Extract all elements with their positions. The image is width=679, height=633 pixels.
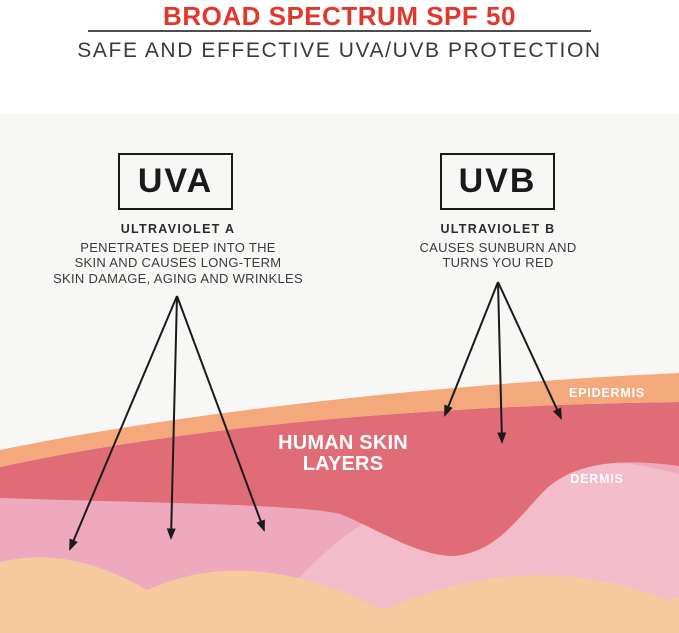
uvb-heading: ULTRAVIOLET B [440,222,556,236]
uvb-ray-left-arrow [444,281,499,417]
human-skin-layers-line: HUMAN SKIN [278,432,408,454]
uva-rays [69,295,265,551]
page-title: BROAD SPECTRUM SPF 50 [163,1,516,31]
uvb-description-line: TURNS YOU RED [442,255,554,270]
uva-description: ULTRAVIOLET A PENETRATES DEEP INTO THE S… [28,222,328,286]
human-skin-layers-line: LAYERS [302,453,384,475]
uva-description-line: PENETRATES DEEP INTO THE [80,239,276,255]
uvb-box-label: UVB [458,162,537,200]
uva-ray-right-arrow [176,295,265,532]
uva-box: UVA [118,153,233,210]
uva-ray-middle-arrow [166,295,178,540]
human-skin-layers-label: HUMAN SKIN LAYERS [243,433,443,475]
page-subtitle: SAFE AND EFFECTIVE UVA/UVB PROTECTION [77,39,602,62]
uva-heading: ULTRAVIOLET A [120,222,236,236]
uva-description-line: SKIN AND CAUSES LONG-TERM [74,255,282,270]
title-divider-line [88,30,591,32]
uva-box-label: UVA [137,162,214,200]
uvb-ray-right-arrow [497,281,562,420]
uvb-ray-middle-arrow [497,281,507,444]
epidermis-peach-layer [0,373,679,467]
uvb-description-line: CAUSES SUNBURN AND [419,239,577,255]
uvb-description: ULTRAVIOLET B CAUSES SUNBURN AND TURNS Y… [348,222,648,271]
dermis-label: DERMIS [570,472,624,486]
uvb-rays [444,281,562,444]
uva-description-line: SKIN DAMAGE, AGING AND WRINKLES [53,270,303,286]
uvb-box: UVB [440,153,555,210]
dermis-rose-layer [0,402,679,557]
epidermis-label: EPIDERMIS [569,386,645,400]
subcutis-fat-layer [0,557,679,633]
uva-ray-left-arrow [69,295,178,551]
